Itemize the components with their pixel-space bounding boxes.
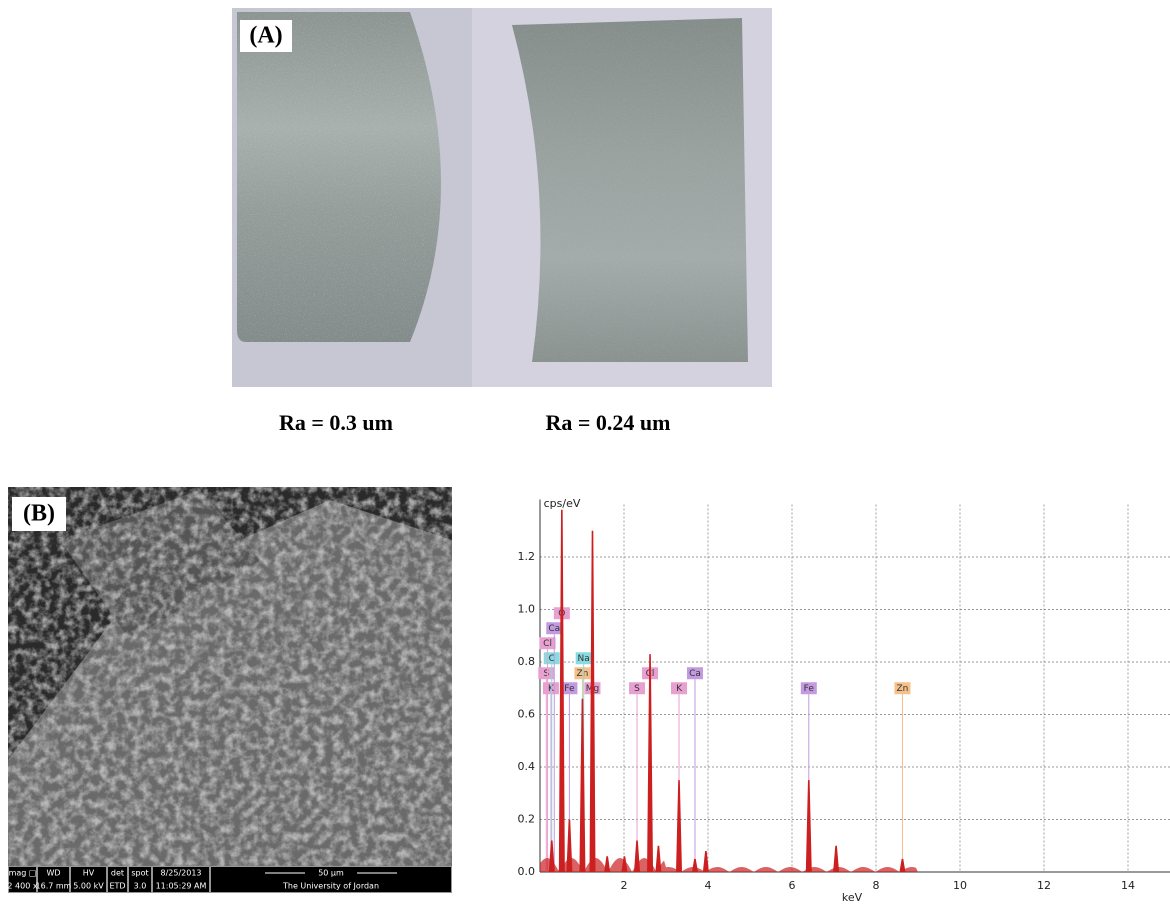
marker-label: Na	[578, 654, 590, 664]
x-tick-label: 12	[1037, 879, 1051, 892]
peak	[806, 780, 812, 872]
sem-info-bar: mag □ 2 400 x WD 16.7 mm HV 5.00 kV det ETD spot…	[7, 866, 452, 893]
info-value: The University of Jordan	[282, 882, 379, 891]
sem-texture	[8, 487, 452, 866]
info-header: WD	[46, 869, 60, 878]
marker-label: S	[634, 684, 640, 694]
marker-label: Cl	[543, 639, 552, 649]
peak	[579, 699, 585, 872]
y-tick-label: 1.0	[518, 603, 536, 616]
info-value: 3.0	[134, 882, 147, 891]
y-tick-label: 0.2	[518, 813, 536, 826]
y-tick-label: 0.0	[518, 865, 536, 878]
y-tick-label: 0.4	[518, 760, 536, 773]
info-value: 11:05:29 AM	[156, 882, 207, 891]
peak	[833, 846, 839, 872]
x-tick-label: 4	[705, 879, 712, 892]
peak	[655, 846, 661, 872]
x-tick-label: 2	[621, 879, 628, 892]
marker-label: S	[543, 669, 549, 679]
caption: Ra = 0.3 um	[279, 410, 393, 435]
peak	[634, 841, 640, 873]
marker-label: Ca	[689, 669, 701, 679]
sample-texture	[512, 18, 748, 362]
spectrum-chart: 0.0 0.2 0.4 0.6 0.8 1.0 1.2 2 4 6 8 10 12 14 cps/eV keV…	[518, 497, 1170, 904]
info-value: 16.7 mm	[36, 882, 72, 891]
marker-label: Fe	[804, 684, 815, 694]
info-value: 2 400 x	[7, 882, 37, 891]
panel-label: (B)	[23, 501, 55, 527]
marker-label: Ca	[548, 624, 560, 634]
x-tick-label: 8	[873, 879, 880, 892]
info-header: 8/25/2013	[160, 869, 201, 878]
y-axis-label: cps/eV	[544, 497, 581, 510]
info-header: det	[111, 869, 124, 878]
peak	[566, 820, 572, 873]
peak	[604, 856, 610, 872]
info-value: 5.00 kV	[73, 882, 104, 891]
info-header: HV	[83, 869, 95, 878]
peak	[676, 780, 682, 872]
peak	[692, 859, 698, 872]
x-tick-label: 6	[789, 879, 796, 892]
y-tick-label: 0.6	[518, 708, 536, 721]
noise	[540, 858, 918, 872]
peak	[899, 859, 905, 872]
marker-label: Zn	[576, 669, 588, 679]
y-tick-label: 1.2	[518, 550, 536, 563]
peak	[647, 654, 653, 872]
info-value: ETD	[109, 882, 125, 891]
sample-texture	[237, 12, 441, 342]
figure: (A) Ra = 0.3 um Ra = 0.24 um (B) mag □ 2 …	[0, 0, 1170, 904]
x-tick-label: 10	[953, 879, 967, 892]
x-tick-label: 14	[1121, 879, 1135, 892]
panel-label: (A)	[249, 23, 282, 49]
info-header: 50 µm	[318, 869, 344, 878]
caption: Ra = 0.24 um	[546, 410, 671, 435]
x-axis-label: keV	[842, 891, 863, 904]
y-tick-label: 0.8	[518, 655, 536, 668]
info-header: spot	[131, 869, 148, 878]
marker-label: Zn	[897, 684, 909, 694]
marker-label: Fe	[564, 684, 575, 694]
peak	[590, 531, 596, 872]
info-header: mag □	[9, 869, 37, 878]
